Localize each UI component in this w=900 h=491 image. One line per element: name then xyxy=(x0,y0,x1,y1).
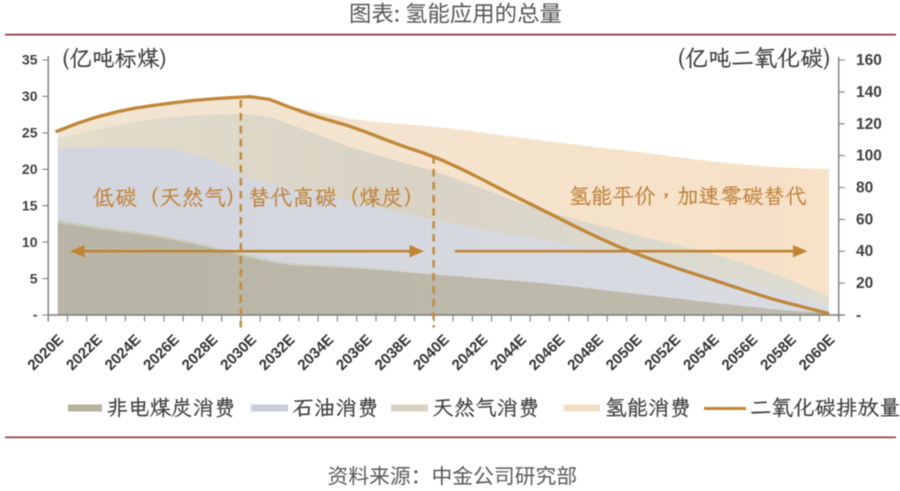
svg-text:-: - xyxy=(856,307,861,324)
svg-text:25: 25 xyxy=(22,125,38,141)
svg-text:30: 30 xyxy=(22,88,38,104)
svg-text:40: 40 xyxy=(856,243,873,260)
svg-text:10: 10 xyxy=(22,234,38,250)
svg-text:35: 35 xyxy=(22,52,38,68)
svg-text:15: 15 xyxy=(22,197,38,213)
svg-text:5: 5 xyxy=(30,270,38,286)
svg-text:80: 80 xyxy=(856,180,873,197)
svg-text:20: 20 xyxy=(856,275,873,292)
svg-text:-: - xyxy=(33,307,38,323)
svg-text:140: 140 xyxy=(856,84,882,101)
svg-text:60: 60 xyxy=(856,211,873,228)
svg-text:120: 120 xyxy=(856,116,882,133)
svg-text:20: 20 xyxy=(22,161,38,177)
svg-text:100: 100 xyxy=(856,148,882,165)
svg-text:160: 160 xyxy=(856,52,882,69)
